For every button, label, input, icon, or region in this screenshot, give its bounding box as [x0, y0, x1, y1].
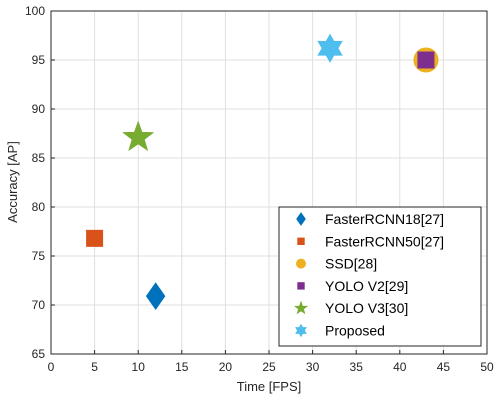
- legend-label-yolo-v3-30: YOLO V3[30]: [325, 300, 408, 316]
- data-point-fasterrcnn18-27: [145, 282, 166, 311]
- legend-marker-fasterrcnn50-27: [297, 237, 305, 246]
- y-tick-label: 75: [32, 249, 46, 263]
- legend-box: [278, 206, 482, 347]
- x-tick-label: 50: [480, 360, 494, 374]
- x-tick-label: 5: [91, 360, 98, 374]
- x-axis-label: Time [FPS]: [237, 379, 302, 394]
- legend-label-ssd-28: SSD[28]: [325, 256, 377, 272]
- data-point-yolo-v2-29: [417, 51, 435, 69]
- legend-marker-yolo-v2-29: [297, 282, 305, 290]
- y-axis-label: Accuracy [AP]: [5, 141, 20, 223]
- x-tick-label: 0: [48, 360, 55, 374]
- data-point-fasterrcnn50-27: [86, 229, 104, 247]
- legend-label-fasterrcnn50-27: FasterRCNN50[27]: [325, 233, 444, 249]
- legend-label-fasterrcnn18-27: FasterRCNN18[27]: [325, 211, 444, 227]
- y-tick-label: 100: [25, 4, 45, 18]
- legend: FasterRCNN18[27] FasterRCNN50[27] SSD[28] Y…: [278, 206, 482, 347]
- x-tick-label: 25: [262, 360, 276, 374]
- legend-marker-ssd-28: [296, 258, 306, 269]
- y-tick-label: 65: [32, 347, 46, 361]
- x-tick-label: 45: [437, 360, 451, 374]
- x-tick-label: 40: [393, 360, 407, 374]
- y-tick-label: 85: [32, 151, 46, 165]
- y-tick-label: 70: [32, 298, 46, 312]
- y-tick-label: 95: [32, 53, 46, 67]
- y-tick-label: 80: [32, 200, 46, 214]
- x-tick-label: 15: [175, 360, 189, 374]
- legend-label-yolo-v2-29: YOLO V2[29]: [325, 278, 408, 294]
- x-tick-label: 35: [350, 360, 364, 374]
- x-tick-label: 20: [219, 360, 233, 374]
- data-point-yolo-v3-30: [122, 120, 155, 152]
- legend-marker-proposed: [295, 323, 307, 338]
- x-tick-label: 10: [132, 360, 146, 374]
- legend-marker-fasterrcnn18-27: [296, 212, 306, 226]
- x-tick-label: 30: [306, 360, 320, 374]
- y-tick-label: 90: [32, 102, 46, 116]
- data-markers: [86, 33, 439, 311]
- legend-marker-yolo-v3-30: [293, 300, 309, 315]
- data-point-proposed: [317, 33, 343, 63]
- axis-ticks: 0 5 10 15 20 25 30 35 40 45 50 65 70 75 80 85 90 95 100: [25, 4, 494, 374]
- legend-label-proposed: Proposed: [325, 323, 385, 339]
